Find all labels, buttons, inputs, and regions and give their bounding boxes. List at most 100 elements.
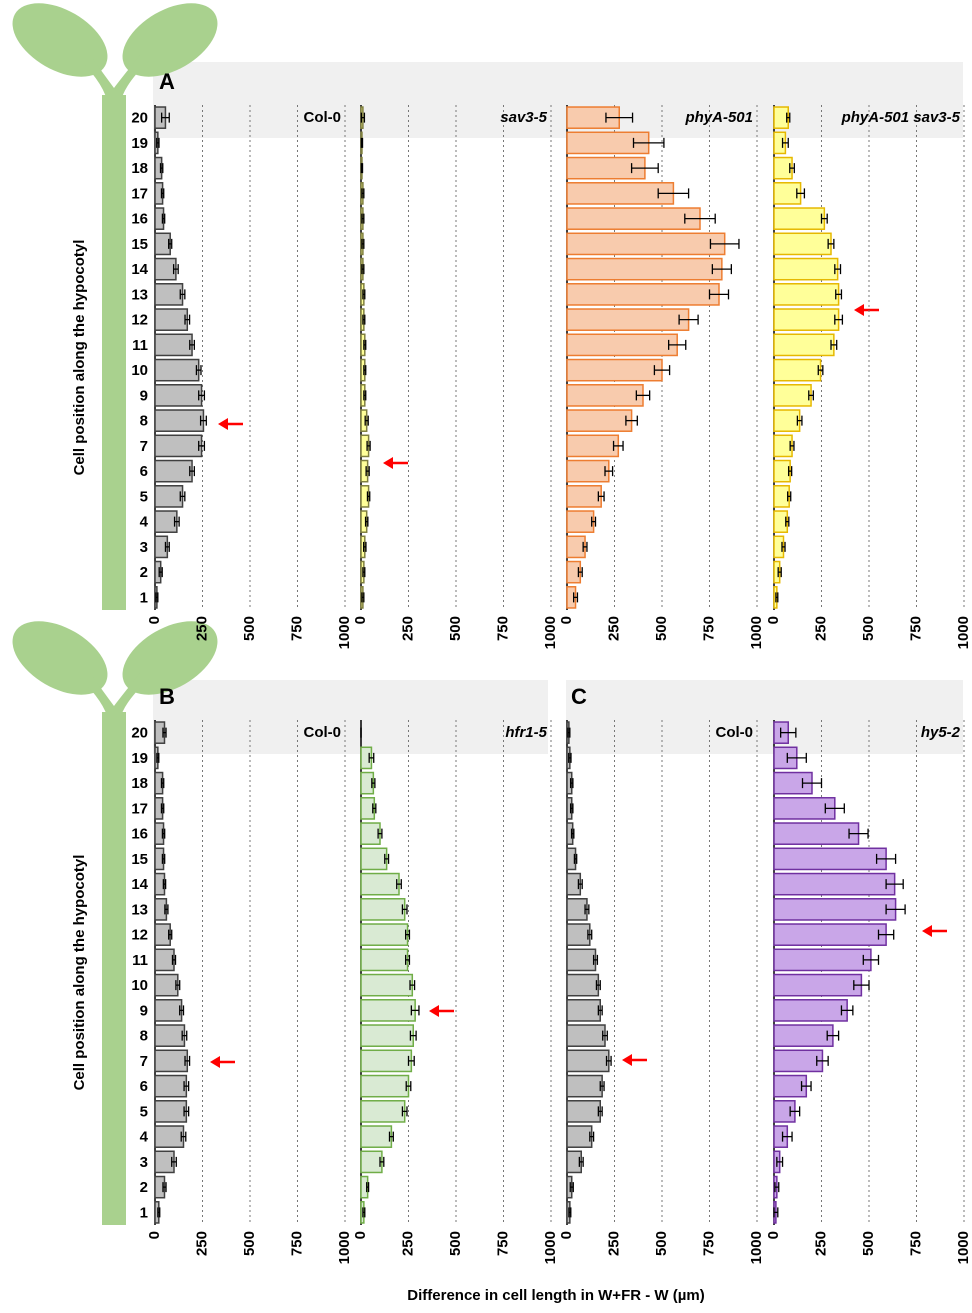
bar — [566, 283, 720, 306]
x-tick-label: 250 — [399, 1231, 416, 1256]
peak-arrow — [383, 457, 408, 469]
y-tick-label: 16 — [131, 826, 148, 843]
panel: 0 250 500 750 1000 sav3-5 — [352, 105, 559, 649]
bar — [773, 485, 790, 508]
error-bar — [410, 1005, 420, 1016]
error-bar — [801, 778, 823, 789]
bar — [566, 1049, 610, 1073]
panel-title: sav3-5 — [500, 109, 547, 126]
bar — [566, 308, 690, 331]
error-bar — [379, 1156, 385, 1167]
bar — [360, 1125, 393, 1148]
error-bar — [786, 112, 791, 123]
error-bar — [816, 1055, 829, 1066]
error-bar — [362, 314, 366, 325]
bar — [773, 459, 791, 483]
error-bar — [161, 213, 166, 224]
error-bar — [657, 188, 690, 199]
y-tick-label: 18 — [131, 160, 148, 177]
row-label-box — [127, 872, 152, 896]
stem-top — [80, 55, 150, 105]
error-bar — [366, 440, 371, 451]
row-label-box — [127, 1125, 152, 1149]
bar — [773, 847, 887, 871]
error-bar — [198, 390, 206, 401]
error-bar — [364, 415, 369, 426]
x-tick-label: 1000 — [542, 1231, 559, 1264]
error-bar — [570, 828, 575, 839]
header-band — [153, 62, 963, 138]
x-tick-label: 0 — [146, 1231, 163, 1239]
stem — [102, 712, 126, 1225]
error-bar — [709, 238, 740, 249]
background-bands — [153, 62, 963, 754]
bar — [360, 999, 416, 1022]
error-bar — [668, 339, 687, 350]
panel: 0 250 500 750 1000 hfr1-5 — [352, 720, 559, 1264]
error-bar — [781, 1131, 793, 1142]
y-tick-label: 8 — [140, 1028, 148, 1045]
y-tick-label: 2 — [140, 1179, 148, 1196]
bar — [566, 459, 610, 483]
error-bar — [885, 904, 906, 915]
x-tick-label: 500 — [241, 1231, 258, 1256]
error-bar — [361, 264, 365, 275]
x-tick-label: 500 — [241, 616, 258, 641]
error-bar — [158, 567, 163, 578]
error-bar — [360, 112, 366, 123]
error-bar — [377, 828, 383, 839]
error-bar — [780, 727, 797, 738]
bar — [773, 358, 822, 382]
x-tick-label: 1000 — [955, 616, 972, 649]
error-bar — [775, 592, 779, 603]
bar — [566, 434, 620, 458]
error-bar — [786, 752, 807, 763]
error-bar — [824, 803, 845, 814]
row-label-box — [127, 207, 152, 231]
error-bar — [160, 112, 170, 123]
panel-letter: A — [159, 69, 175, 94]
row-label-box — [127, 282, 152, 306]
x-tick-label: 0 — [765, 1231, 782, 1239]
bar — [773, 822, 860, 845]
x-tick-label: 750 — [907, 616, 924, 641]
bar — [566, 898, 588, 921]
bar — [154, 409, 205, 432]
x-tick-label: 250 — [605, 1231, 622, 1256]
error-bar — [578, 1156, 584, 1167]
panel-letter: B — [159, 684, 175, 709]
bar — [154, 973, 179, 997]
row-label-box — [127, 156, 152, 180]
header-band — [153, 680, 548, 754]
error-bar — [160, 803, 165, 814]
error-bar — [360, 163, 364, 174]
error-bar — [573, 853, 578, 864]
error-bar — [368, 752, 375, 763]
error-bar — [875, 853, 897, 864]
bar — [360, 1150, 383, 1174]
error-bar — [595, 980, 601, 991]
row-label-box — [127, 796, 152, 820]
x-tick-label: 750 — [288, 616, 305, 641]
bar — [566, 1100, 601, 1123]
bar — [566, 384, 644, 407]
error-bar — [582, 541, 588, 552]
bar — [360, 1049, 413, 1073]
error-bar — [632, 137, 665, 148]
row-label-box — [127, 721, 152, 745]
bar — [154, 485, 184, 508]
row-label-box — [127, 131, 152, 155]
x-tick-label: 250 — [812, 1231, 829, 1256]
error-bar — [587, 929, 593, 940]
peak-arrow — [922, 925, 947, 937]
row-label-box — [127, 1099, 152, 1123]
error-bar — [183, 1106, 190, 1117]
error-bar — [162, 879, 167, 890]
panel-title: hy5-2 — [921, 724, 961, 741]
bar — [154, 232, 171, 256]
y-tick-label: 9 — [140, 387, 148, 404]
bar — [154, 1125, 185, 1148]
bar — [566, 182, 675, 205]
bar — [773, 207, 826, 230]
x-tick-label: 1000 — [748, 1231, 765, 1264]
